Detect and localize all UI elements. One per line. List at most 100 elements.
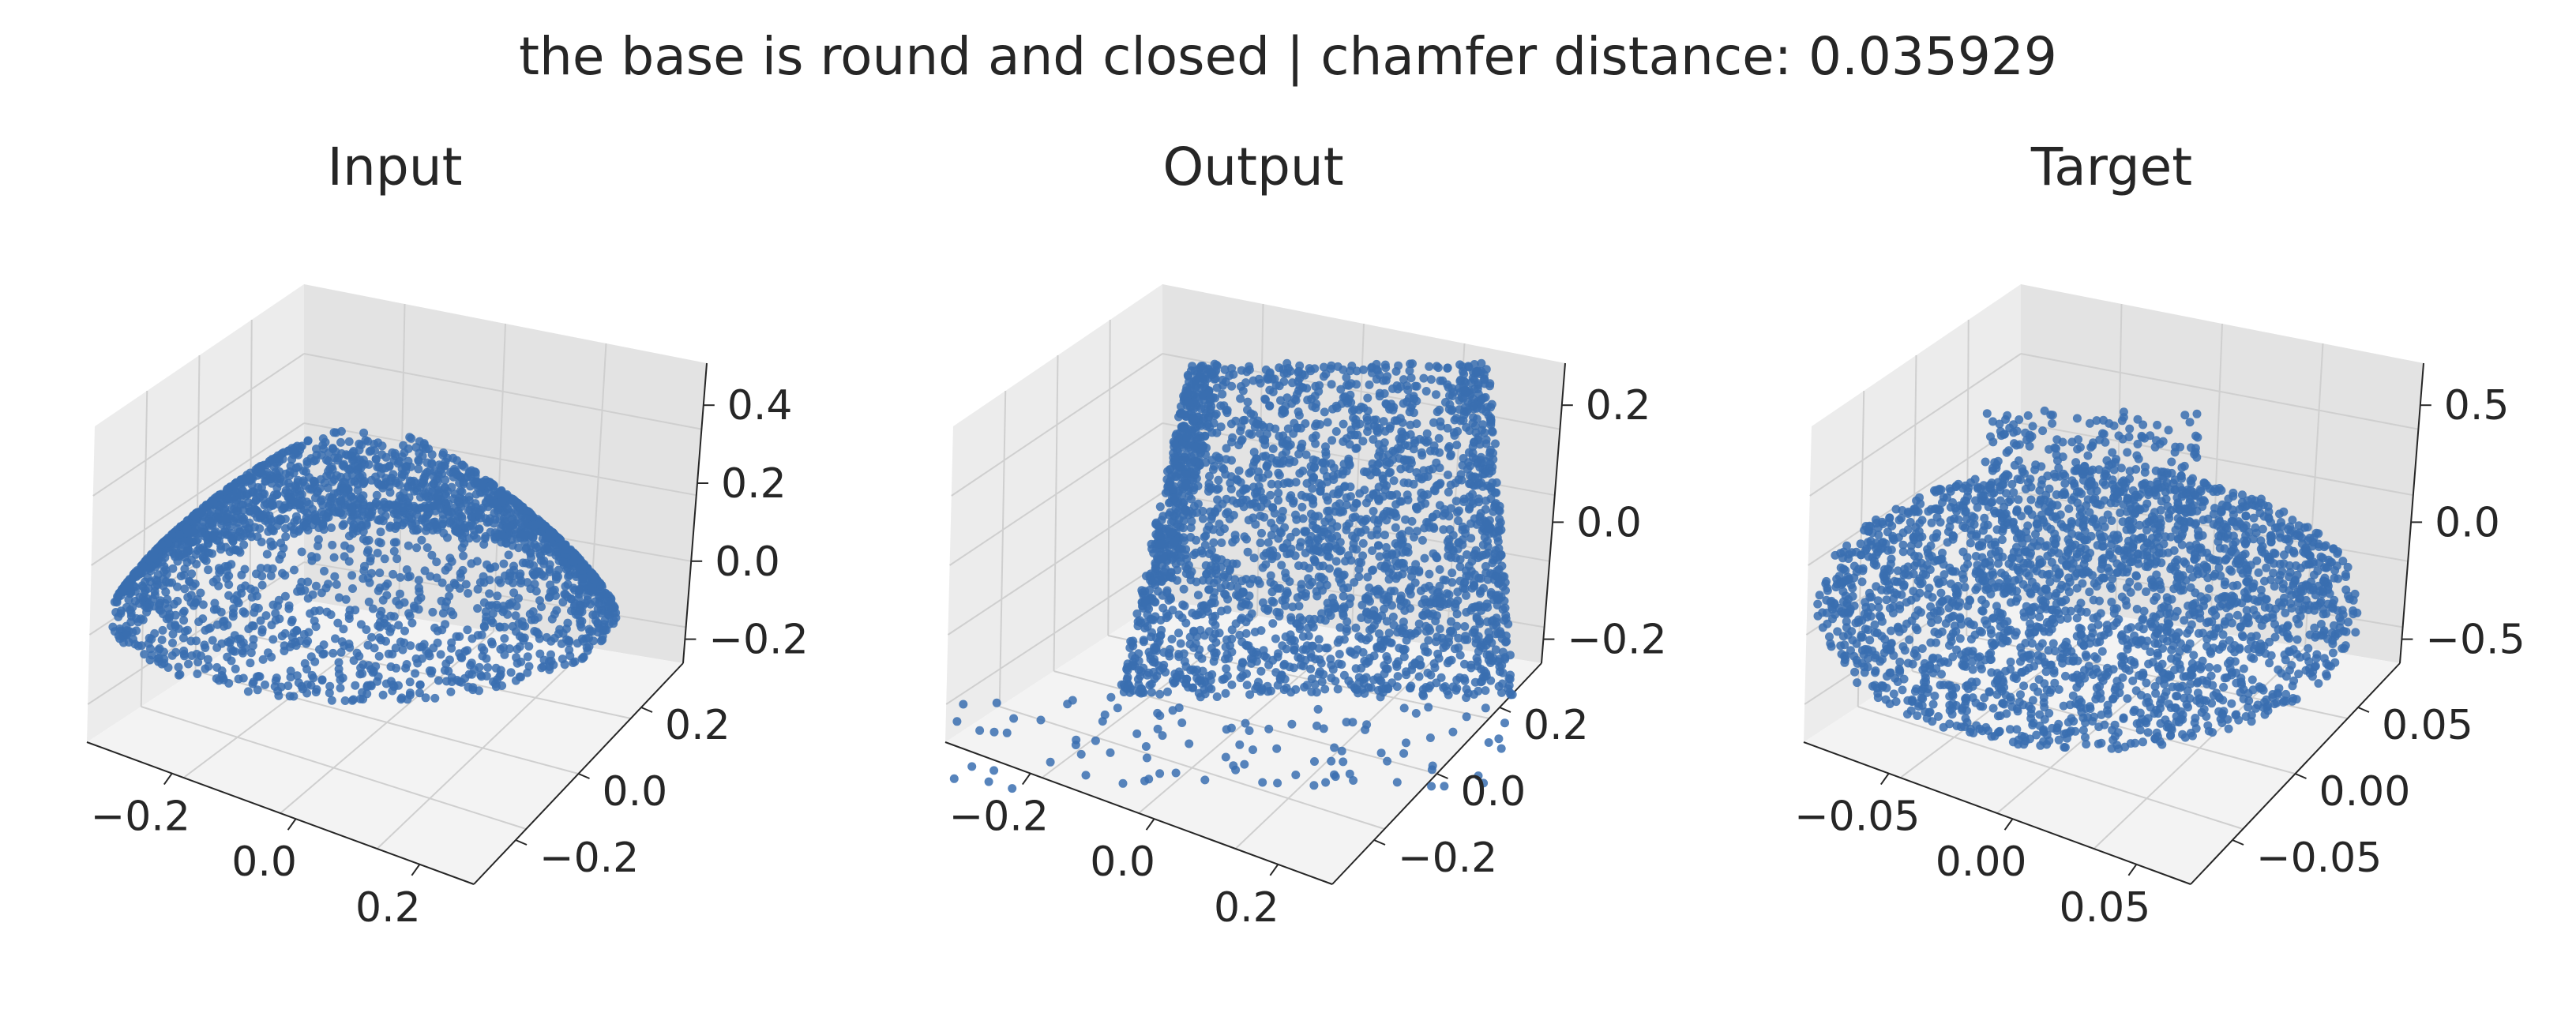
data-point — [1245, 429, 1254, 438]
data-point — [456, 486, 465, 496]
data-point — [294, 462, 303, 471]
data-point — [1252, 454, 1261, 463]
data-point — [1256, 502, 1266, 512]
data-point — [1261, 452, 1271, 460]
data-point — [1250, 489, 1260, 498]
data-point — [1168, 706, 1177, 715]
grid-left-h — [91, 422, 305, 566]
data-point — [1354, 565, 1364, 574]
data-point — [1455, 651, 1465, 660]
data-point — [1486, 483, 1496, 493]
data-point — [1091, 736, 1100, 745]
data-point — [545, 662, 554, 671]
data-point — [325, 681, 335, 691]
data-point — [485, 576, 494, 585]
data-point — [1324, 513, 1334, 523]
data-point — [238, 673, 248, 683]
y-tick-mark — [578, 773, 590, 779]
data-point — [249, 635, 258, 644]
data-point — [340, 696, 350, 705]
data-point — [1185, 739, 1194, 748]
data-point — [525, 560, 534, 569]
data-point — [1134, 666, 1143, 674]
data-point — [1400, 606, 1410, 615]
data-point — [1222, 664, 1231, 673]
data-point — [558, 557, 568, 567]
data-point — [1455, 562, 1465, 572]
data-point — [1412, 381, 1421, 391]
data-point — [402, 660, 411, 669]
data-point — [1354, 557, 1364, 567]
data-point — [1301, 419, 1310, 428]
data-point — [445, 511, 454, 520]
data-point — [261, 611, 271, 621]
data-point — [516, 579, 525, 588]
data-point — [459, 551, 468, 561]
data-point — [381, 512, 390, 520]
data-point — [272, 489, 282, 499]
data-point — [1170, 677, 1180, 687]
data-point — [514, 543, 524, 553]
data-point — [1323, 418, 1332, 427]
data-point — [171, 552, 180, 561]
data-point — [391, 476, 400, 486]
data-point — [1125, 643, 1135, 652]
data-point — [1485, 469, 1494, 478]
data-point — [1336, 579, 1346, 588]
data-point — [430, 478, 439, 488]
data-point — [1420, 553, 1429, 563]
data-point — [1440, 682, 1450, 691]
data-point — [249, 621, 258, 631]
data-point — [1374, 482, 1384, 492]
data-point — [1380, 389, 1389, 398]
data-point — [1303, 623, 1312, 632]
data-point — [344, 500, 353, 509]
data-point — [1394, 361, 1403, 370]
data-point — [374, 538, 384, 546]
data-point — [417, 654, 426, 663]
data-point — [427, 666, 437, 676]
data-point — [1474, 478, 1484, 488]
data-point — [277, 632, 287, 641]
data-point — [1273, 778, 1282, 788]
data-point — [356, 620, 366, 629]
data-point — [295, 486, 304, 495]
data-point — [1445, 391, 1454, 400]
data-point — [178, 550, 188, 559]
data-point — [317, 676, 327, 685]
data-point — [1162, 586, 1172, 595]
data-point — [1140, 597, 1150, 606]
data-point — [361, 436, 370, 445]
data-point — [358, 507, 367, 516]
data-point — [1432, 390, 1440, 399]
data-point — [122, 630, 132, 639]
data-point — [604, 597, 613, 606]
data-point — [1335, 546, 1345, 556]
data-point — [1275, 432, 1284, 441]
data-point — [1179, 421, 1188, 430]
data-point — [329, 648, 338, 658]
data-point — [293, 587, 302, 596]
data-point — [1455, 673, 1464, 682]
data-point — [271, 609, 280, 618]
data-point — [447, 557, 456, 566]
data-point — [518, 558, 528, 568]
data-point — [216, 531, 226, 540]
data-point — [225, 638, 235, 647]
data-point — [1440, 782, 1449, 791]
data-point — [1222, 605, 1232, 614]
data-point — [1455, 396, 1464, 405]
data-point — [1430, 663, 1440, 673]
data-point — [1424, 636, 1433, 645]
data-point — [1361, 673, 1371, 682]
data-point — [290, 565, 299, 575]
data-point — [1036, 715, 1046, 725]
data-point — [428, 518, 437, 527]
data-point — [318, 441, 328, 450]
data-point — [1435, 448, 1444, 457]
data-point — [371, 454, 381, 463]
data-point — [1200, 431, 1210, 441]
data-point — [1462, 712, 1471, 722]
data-point — [1393, 444, 1403, 453]
x-tick-mark — [163, 773, 173, 786]
